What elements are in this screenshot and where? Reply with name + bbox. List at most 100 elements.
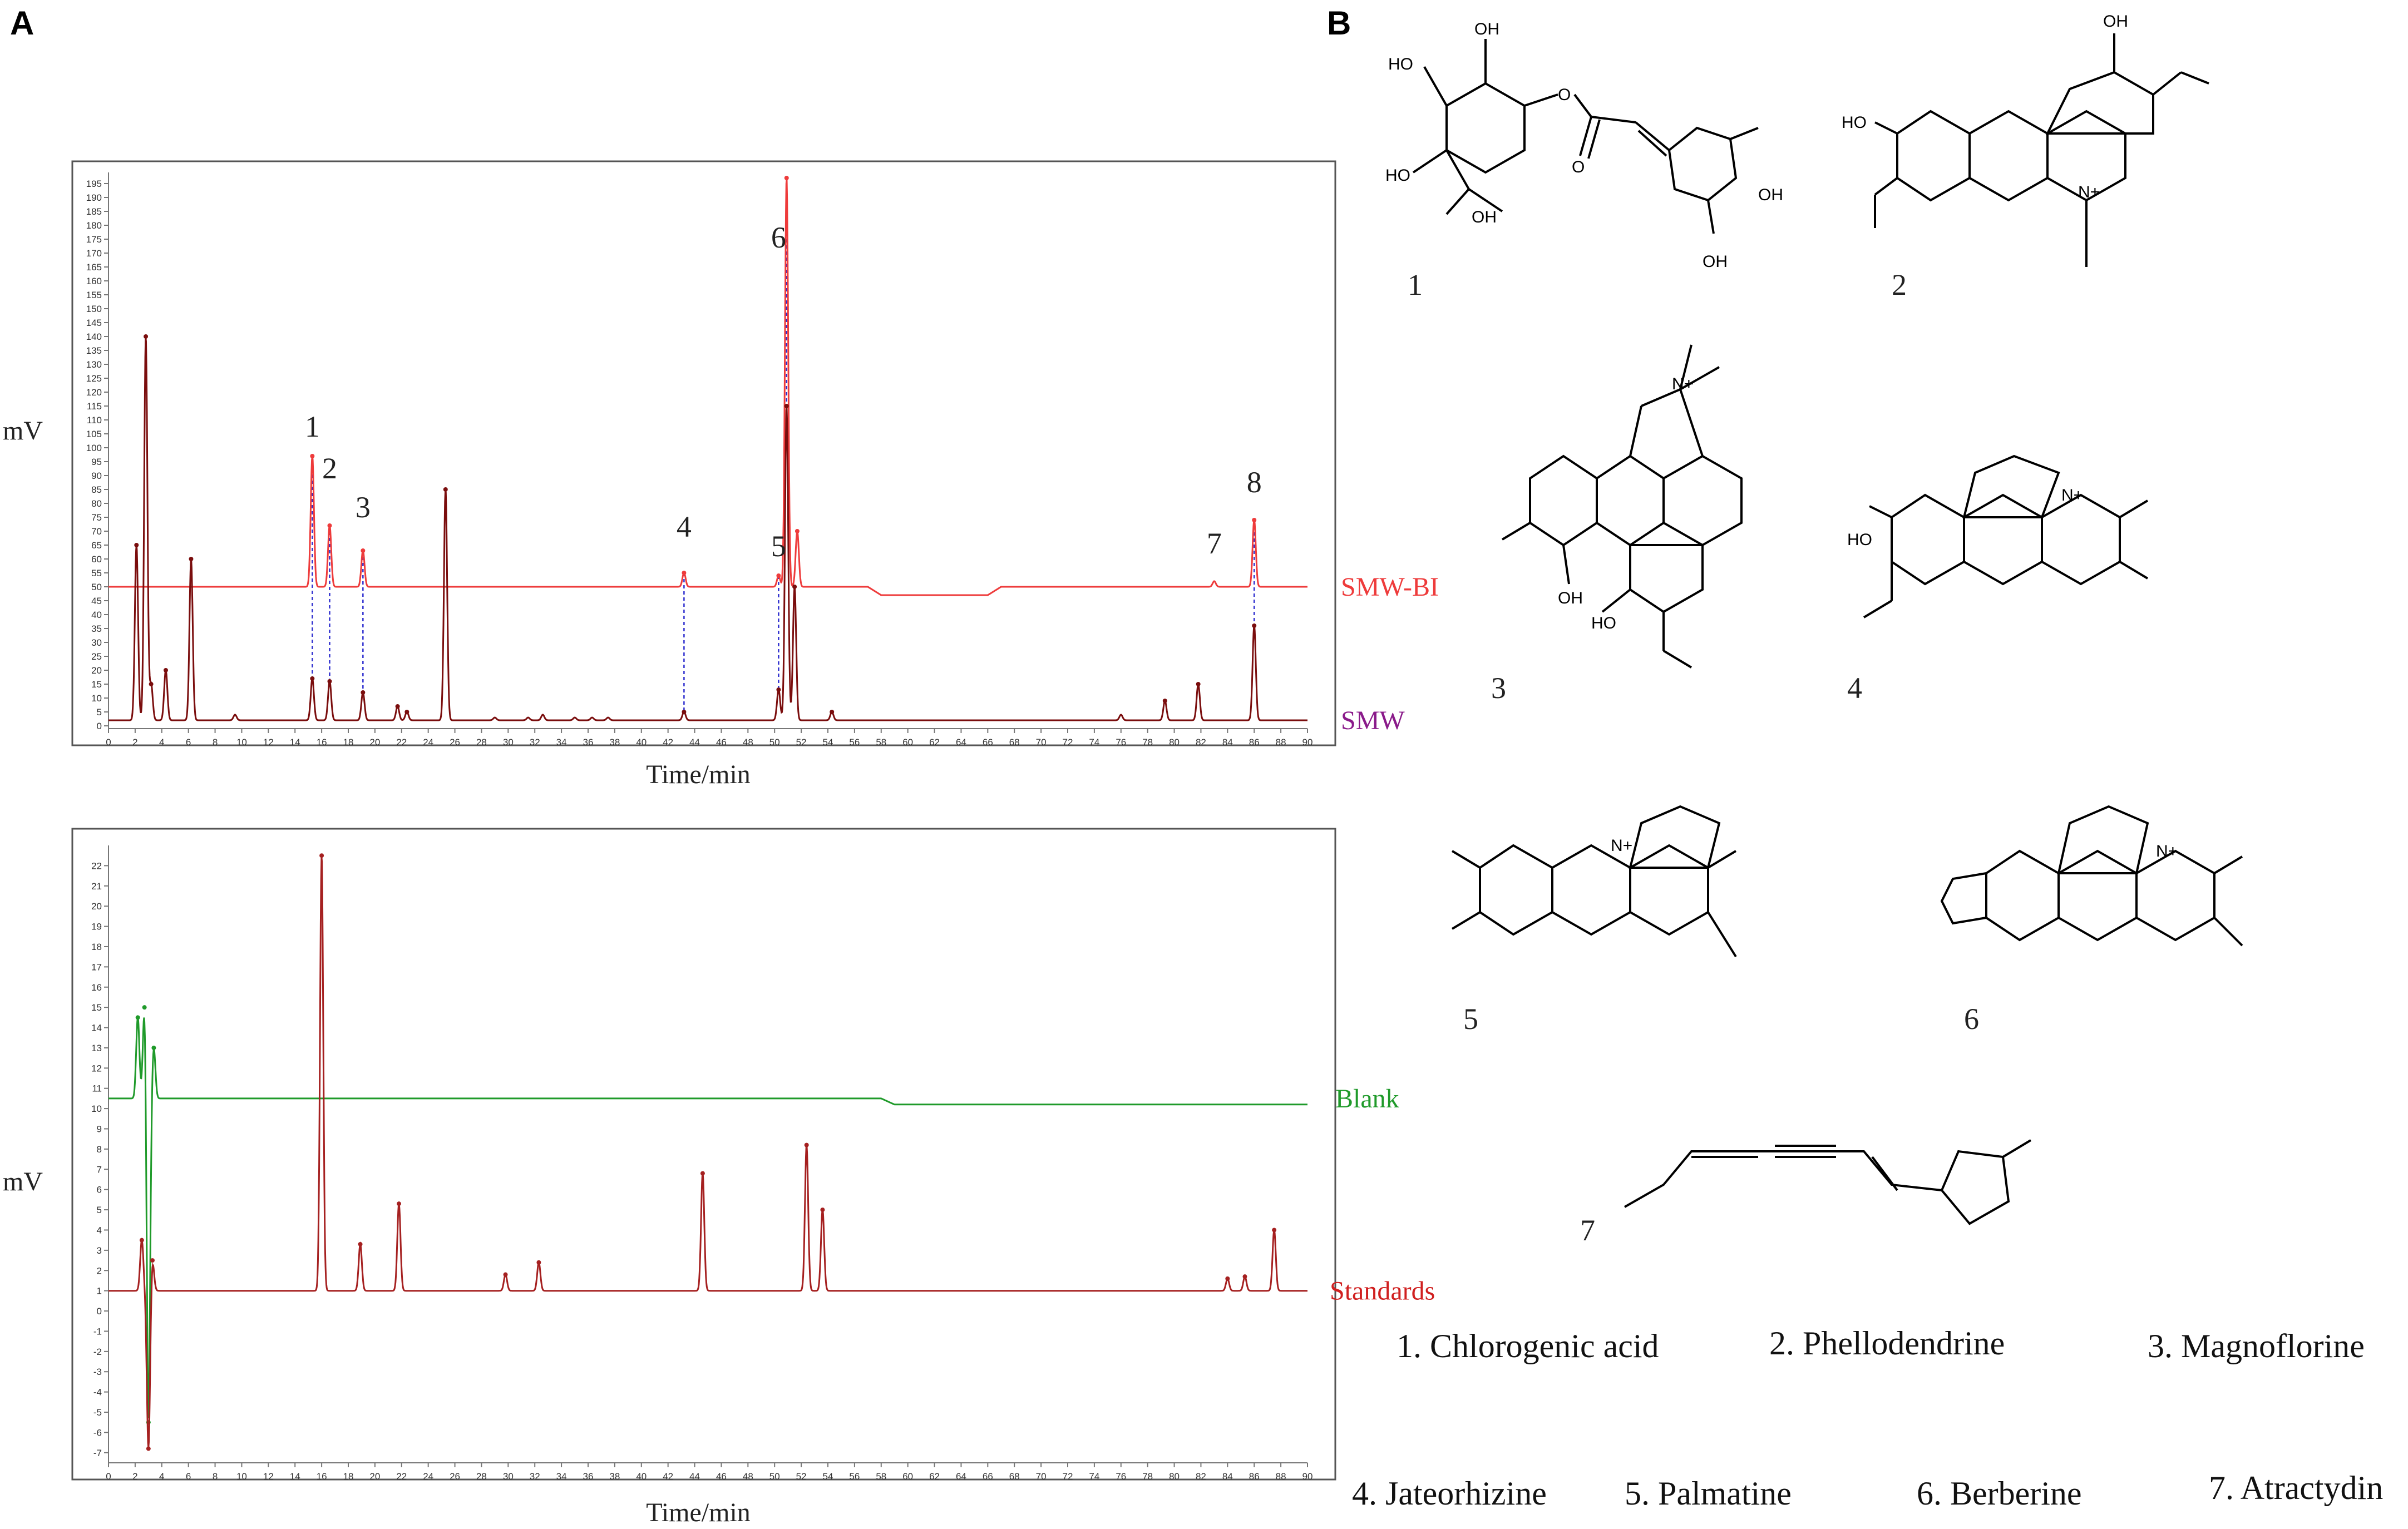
x-tick-label: 22 — [396, 737, 407, 748]
y-axis-label: mV — [3, 1167, 43, 1196]
y-tick-label: 160 — [86, 276, 102, 286]
structure-6-atoms: N+ — [2156, 842, 2178, 860]
structure-1-atoms: HO OH HO OH O O OH OH — [1385, 20, 1783, 271]
series-line-smw — [108, 338, 1307, 721]
peak-label: 4 — [677, 510, 692, 543]
x-tick-label: 12 — [263, 1471, 274, 1482]
x-tick-label: 24 — [423, 737, 433, 748]
compound-name-group: 1. Chlorogenic acid 2. Phellodendrine 3.… — [1352, 1325, 2383, 1512]
x-tick-label: 50 — [769, 1471, 780, 1482]
atom-n-plus: N+ — [2061, 486, 2083, 504]
y-tick-label: 16 — [91, 982, 102, 993]
y-tick-label: 30 — [91, 637, 102, 648]
x-tick-label: 16 — [317, 1471, 327, 1482]
peak-marker — [700, 1171, 705, 1176]
y-tick-label: 100 — [86, 443, 102, 453]
x-tick-label: 54 — [823, 1471, 833, 1482]
y-tick-label: 65 — [91, 540, 102, 551]
peak-marker — [149, 682, 154, 686]
y-tick-label: -7 — [93, 1448, 102, 1458]
x-tick-label: 16 — [317, 737, 327, 748]
x-tick-label: 26 — [450, 1471, 460, 1482]
y-tick-group: 0 5 10 15 20 25 30 35 40 45 50 55 60 65 70 75 80 85 90 95 10… — [86, 179, 108, 731]
y-tick-label: 185 — [86, 206, 102, 217]
y-tick-label: 15 — [91, 1002, 102, 1013]
chromatogram-bottom: -7-6-5-4-3-2-101234567891011121314151617… — [3, 828, 1435, 1527]
peak-marker — [443, 487, 448, 492]
x-tick-label: 72 — [1063, 737, 1073, 748]
peak-marker — [361, 690, 366, 695]
compound-name-2: 2. Phellodendrine — [1769, 1325, 2005, 1362]
x-tick-label: 68 — [1009, 1471, 1020, 1482]
x-tick-label: 70 — [1036, 737, 1047, 748]
x-tick-label: 6 — [186, 737, 191, 748]
series-line-standards — [108, 857, 1307, 1448]
peak-marker — [395, 704, 400, 709]
y-tick-label: 180 — [86, 220, 102, 231]
y-tick-label: 50 — [91, 582, 102, 592]
atom-o: O — [1558, 86, 1571, 104]
y-tick-label: 5 — [97, 707, 102, 718]
peak-marker — [795, 529, 800, 533]
series-label-smw-bi: SMW-BI — [1341, 572, 1439, 602]
y-tick-label: 4 — [97, 1225, 102, 1235]
peak-marker — [327, 679, 332, 684]
peak-marker — [830, 710, 835, 714]
y-tick-label: 22 — [91, 860, 102, 871]
structure-number-7: 7 — [1580, 1214, 1595, 1247]
x-tick-label: 80 — [1169, 737, 1180, 748]
y-tick-label: 25 — [91, 651, 102, 662]
x-tick-label: 2 — [132, 1471, 137, 1482]
y-tick-label: -2 — [93, 1347, 102, 1357]
x-tick-label: 0 — [106, 1471, 111, 1482]
series-line-blank — [108, 1015, 1307, 1418]
x-tick-label: 88 — [1276, 1471, 1286, 1482]
atom-ho: HO — [1842, 113, 1867, 132]
x-tick-label: 86 — [1249, 737, 1260, 748]
x-tick-label: 20 — [369, 737, 380, 748]
peak-label-group: 123 4 5 6 78 — [305, 221, 1262, 563]
peak-marker — [358, 1241, 363, 1246]
peak-label: 5 — [771, 530, 786, 563]
x-tick-label: 8 — [213, 737, 218, 748]
x-tick-label: 14 — [290, 737, 300, 748]
x-tick-label: 10 — [236, 737, 247, 748]
y-tick-label: 10 — [91, 1104, 102, 1114]
x-tick-label: 14 — [290, 1471, 300, 1482]
x-tick-label: 88 — [1276, 737, 1286, 748]
y-tick-label: 115 — [87, 401, 102, 412]
x-tick-label: 28 — [476, 737, 487, 748]
chemical-structures: HO OH HO OH O O OH OH HO OH N+ — [1385, 12, 2243, 1225]
x-tick-label: 78 — [1142, 737, 1153, 748]
x-tick-label: 58 — [876, 737, 886, 748]
peak-marker — [1272, 1228, 1277, 1233]
peak-marker — [1162, 699, 1167, 703]
series-line-smw-bi — [108, 179, 1307, 596]
peak-marker — [146, 1446, 151, 1451]
atom-oh: OH — [1558, 589, 1583, 607]
peak-marker — [134, 543, 139, 547]
peak-marker — [1252, 624, 1257, 628]
peak-marker — [1242, 1274, 1247, 1279]
x-tick-label: 66 — [983, 1471, 993, 1482]
peak-marker — [163, 668, 168, 672]
y-tick-label: 95 — [91, 457, 102, 467]
x-tick-label: 0 — [106, 737, 111, 748]
x-tick-label: 78 — [1142, 1471, 1153, 1482]
peak-label: 1 — [305, 410, 320, 443]
y-tick-label: 70 — [91, 526, 102, 537]
x-tick-label: 90 — [1302, 1471, 1313, 1482]
x-tick-label: 46 — [716, 1471, 727, 1482]
atom-n-plus: N+ — [1611, 837, 1632, 855]
y-tick-label: 3 — [97, 1245, 102, 1256]
x-tick-label: 52 — [796, 1471, 807, 1482]
atom-ho: HO — [1847, 531, 1872, 549]
x-tick-label: 32 — [530, 737, 540, 748]
structure-number-group: 1 2 3 4 5 6 7 — [1408, 268, 1979, 1247]
peak-label: 8 — [1247, 466, 1262, 499]
y-tick-label: 80 — [91, 498, 102, 509]
y-tick-label: 19 — [91, 922, 102, 932]
peak-marker — [776, 687, 781, 692]
x-tick-label: 74 — [1089, 737, 1099, 748]
x-tick-label: 76 — [1116, 737, 1126, 748]
